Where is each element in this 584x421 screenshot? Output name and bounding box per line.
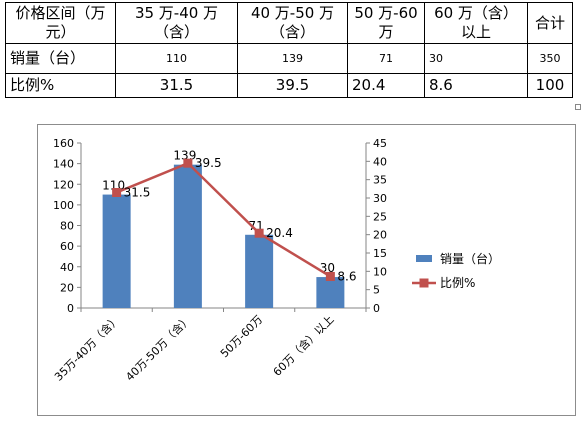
category-label-3: 50万-60万 xyxy=(218,313,265,360)
y-right-tick-label: 30 xyxy=(373,192,387,205)
y-left-tick-label: 20 xyxy=(60,281,74,294)
table-ratio-row: 比例% 31.5 39.5 20.4 8.6 100 xyxy=(5,73,573,98)
y-left-tick-label: 140 xyxy=(53,158,74,171)
legend-label-sales: 销量（台） xyxy=(440,251,500,266)
y-right-tick-label: 10 xyxy=(373,265,387,278)
header-60-plus: 60 万（含）以上 xyxy=(424,2,528,44)
y-left-tick-label: 100 xyxy=(53,199,74,212)
header-price-range: 价格区间（万元） xyxy=(5,2,116,44)
y-left-tick-label: 60 xyxy=(60,240,74,253)
ratio-50-60: 20.4 xyxy=(347,73,425,98)
category-label-1: 35万-40万（含） xyxy=(51,312,122,383)
ratio-label-3: 20.4 xyxy=(266,226,293,240)
header-40-50: 40 万-50 万（含） xyxy=(237,2,348,44)
category-label-2: 40万-50万（含） xyxy=(123,312,194,383)
bar-4 xyxy=(316,277,345,308)
bar-1 xyxy=(102,194,131,308)
chart-frame: 0 20 40 60 80 100 120 140 160 0 5 10 15 20 25 30 35 40 45 1… xyxy=(37,124,576,416)
y-left-tick-label: 40 xyxy=(60,261,74,274)
ratio-35-40: 31.5 xyxy=(115,73,238,98)
y-right-tick-label: 40 xyxy=(373,155,387,168)
y-right-tick-label: 45 xyxy=(373,137,387,150)
ratio-line xyxy=(116,161,332,278)
legend-label-ratio: 比例% xyxy=(440,276,475,290)
y-right-tick-label: 35 xyxy=(373,174,387,187)
y-left-tick-label: 80 xyxy=(60,220,74,233)
ratio-marker-3 xyxy=(254,228,264,238)
legend-marker-ratio xyxy=(419,278,429,288)
y-right-tick-label: 15 xyxy=(373,247,387,260)
ratio-marker-4 xyxy=(325,271,335,281)
y-right-tick-label: 20 xyxy=(373,229,387,242)
ratio-label-4: 8.6 xyxy=(337,269,356,283)
sales-35-40: 110 xyxy=(115,43,238,74)
table-header-row: 价格区间（万元） 35 万-40 万（含） 40 万-50 万（含） 50 万-… xyxy=(5,2,573,44)
header-total: 合计 xyxy=(527,2,573,44)
ratio-marker-1 xyxy=(112,188,122,197)
table-sales-row: 销量（台） 110 139 71 30 350 xyxy=(5,43,573,74)
category-label-4: 60万（含）以上 xyxy=(270,312,336,378)
ratio-label: 比例% xyxy=(5,73,116,98)
sales-60-plus: 30 xyxy=(424,43,528,74)
sales-50-60: 71 xyxy=(347,43,425,74)
ratio-label-2: 39.5 xyxy=(195,156,222,170)
combo-chart: 0204060801001201401600510152025303540451… xyxy=(51,137,500,384)
y-right-tick-label: 5 xyxy=(373,284,380,297)
bar-2 xyxy=(173,164,202,308)
ratio-total: 100 xyxy=(527,73,573,98)
legend-swatch-sales xyxy=(416,255,432,262)
bar-3 xyxy=(245,234,274,308)
y-left-tick-label: 0 xyxy=(67,302,74,315)
ratio-60-plus: 8.6 xyxy=(424,73,528,98)
data-table: 价格区间（万元） 35 万-40 万（含） 40 万-50 万（含） 50 万-… xyxy=(5,2,573,98)
y-right-tick-label: 25 xyxy=(373,210,387,223)
y-right-tick-label: 0 xyxy=(373,302,380,315)
sales-total: 350 xyxy=(527,43,573,74)
ratio-marker-2 xyxy=(183,158,193,168)
ratio-40-50: 39.5 xyxy=(237,73,348,98)
header-50-60: 50 万-60 万 xyxy=(347,2,425,44)
header-35-40: 35 万-40 万（含） xyxy=(115,2,238,44)
sales-40-50: 139 xyxy=(237,43,348,74)
sales-label: 销量（台） xyxy=(5,43,116,74)
ratio-label-1: 31.5 xyxy=(124,186,151,200)
y-left-tick-label: 160 xyxy=(53,137,74,150)
table-resize-handle[interactable] xyxy=(575,104,581,110)
y-left-tick-label: 120 xyxy=(53,178,74,191)
